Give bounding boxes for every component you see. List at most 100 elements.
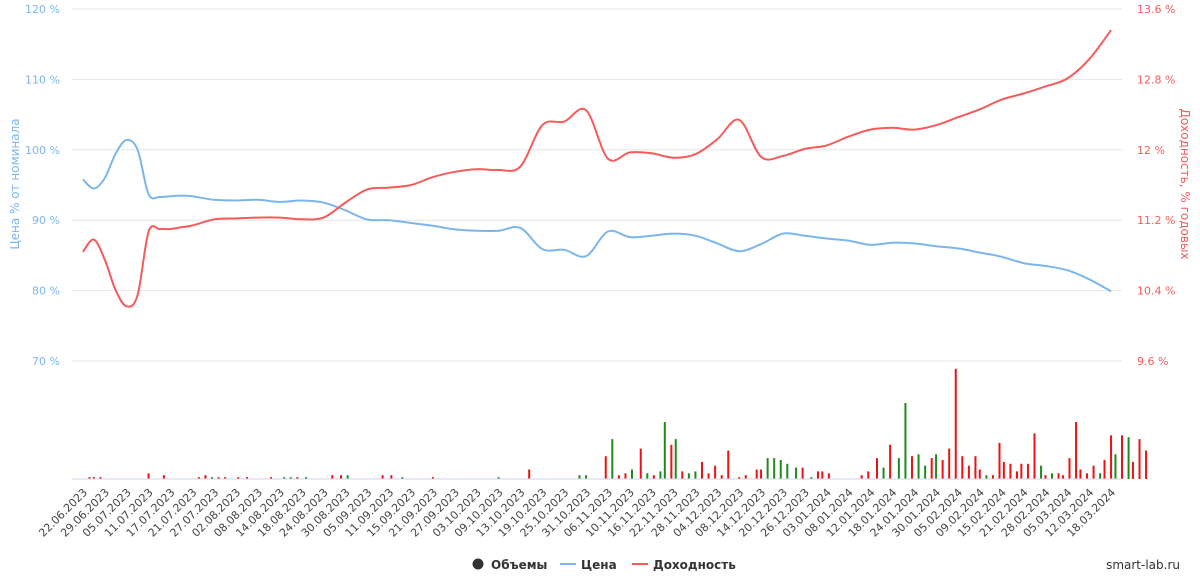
volume-bar [1009, 463, 1012, 479]
volume-bar [1086, 473, 1088, 479]
volume-bar [283, 477, 286, 479]
volume-bar [624, 473, 627, 479]
left-tick-label: 100 % [25, 144, 60, 157]
volume-bar [1044, 475, 1047, 479]
volume-bar [611, 439, 614, 479]
left-tick-label: 90 % [32, 214, 60, 227]
volume-bar [674, 439, 677, 479]
volume-bar [1099, 473, 1102, 479]
volume-bar [224, 477, 227, 479]
left-tick-label: 110 % [25, 73, 60, 86]
volume-bar [882, 467, 885, 479]
volume-bar [991, 475, 994, 479]
volume-bar [687, 473, 690, 479]
volume-bar [827, 473, 830, 479]
legend-volumes-symbol [472, 558, 484, 570]
volume-bar [694, 471, 697, 479]
volume-bar [876, 458, 878, 479]
volume-bar [1138, 439, 1141, 479]
volume-bar [821, 471, 824, 479]
volume-bar [162, 475, 165, 479]
left-tick-label: 80 % [32, 285, 60, 298]
legend: Объемы Цена Доходность [472, 558, 736, 572]
volume-bar [897, 458, 900, 479]
volume-bar [727, 450, 730, 479]
volume-bar [998, 442, 1001, 479]
volume-bar [204, 475, 207, 479]
left-tick-label: 120 % [25, 3, 60, 16]
volume-bar [211, 477, 213, 479]
volume-bar [331, 475, 334, 479]
right-tick-label: 13.6 % [1137, 3, 1175, 16]
grid-lines [72, 8, 1122, 362]
x-axis-ticks: 22.06.202329.06.202305.07.202311.07.2023… [36, 486, 1118, 540]
legend-item-yield[interactable]: Доходность [632, 558, 736, 572]
volume-bar [401, 477, 404, 479]
volume-bar [948, 448, 951, 479]
volume-bar [930, 458, 933, 479]
volume-bar [974, 456, 977, 479]
volume-bar [289, 477, 292, 479]
volume-bar [1121, 435, 1123, 479]
volume-bar [1103, 460, 1106, 479]
volume-bar [967, 465, 970, 479]
right-axis-ticks: 13.6 % 12.8 % 12 % 11.2 % 10.4 % 9.6 % [1137, 3, 1175, 368]
volume-bar [801, 467, 804, 479]
volume-bar [714, 465, 717, 479]
legend-yield-label: Доходность [653, 558, 736, 572]
volume-bar [305, 477, 308, 479]
volume-bar [197, 477, 200, 479]
volume-bar [631, 469, 633, 479]
right-axis-title: Доходность, % годовых [1178, 108, 1192, 259]
volume-bar [652, 475, 655, 479]
right-tick-label: 9.6 % [1137, 355, 1168, 368]
volume-bar [755, 469, 758, 479]
volume-bar [1002, 461, 1005, 479]
volume-bar [296, 477, 299, 479]
right-tick-label: 12.8 % [1137, 73, 1175, 86]
legend-volumes-label: Объемы [491, 558, 547, 572]
volume-bar [663, 422, 666, 479]
volume-bar [1057, 473, 1060, 479]
volume-bar [766, 458, 769, 479]
volume-bar [670, 444, 673, 479]
volume-bar [1051, 473, 1053, 479]
volume-bar [889, 444, 892, 479]
legend-item-volumes[interactable]: Объемы [472, 558, 548, 572]
volume-bar [978, 469, 981, 479]
volume-bar [1092, 465, 1095, 479]
volume-bar [681, 471, 684, 479]
credit-link[interactable]: smart-lab.ru [1106, 558, 1180, 572]
volume-bar [720, 475, 723, 479]
volume-bar [497, 477, 500, 479]
volume-bar [941, 460, 944, 479]
volume-bar [816, 471, 819, 479]
volume-bar [1068, 458, 1071, 479]
volume-bar [701, 461, 703, 479]
right-tick-label: 10.4 % [1137, 285, 1175, 298]
volume-bar [786, 463, 789, 479]
volume-bar [985, 475, 988, 479]
volume-bar [246, 477, 248, 479]
legend-item-price[interactable]: Цена [560, 558, 617, 572]
volume-bar [346, 475, 349, 479]
volume-bar [585, 475, 588, 479]
volume-bar [911, 456, 913, 479]
volume-bar [773, 458, 776, 479]
volume-bar [795, 467, 798, 479]
volume-bar [707, 473, 710, 479]
volume-bar [646, 473, 649, 479]
volume-bar [390, 475, 393, 479]
right-tick-label: 12 % [1137, 144, 1165, 157]
volume-bar [1110, 435, 1113, 479]
volume-bar [604, 456, 607, 479]
volume-bar [1026, 463, 1029, 479]
volume-bar [147, 473, 150, 479]
volume-bar [904, 403, 907, 479]
left-axis-ticks: 120 % 110 % 100 % 90 % 80 % 70 % [25, 3, 60, 368]
volume-bars [88, 368, 1148, 479]
volume-bar [1020, 463, 1023, 479]
volume-bar [744, 475, 747, 479]
volume-bar [1075, 422, 1078, 479]
volume-bar [217, 477, 220, 479]
